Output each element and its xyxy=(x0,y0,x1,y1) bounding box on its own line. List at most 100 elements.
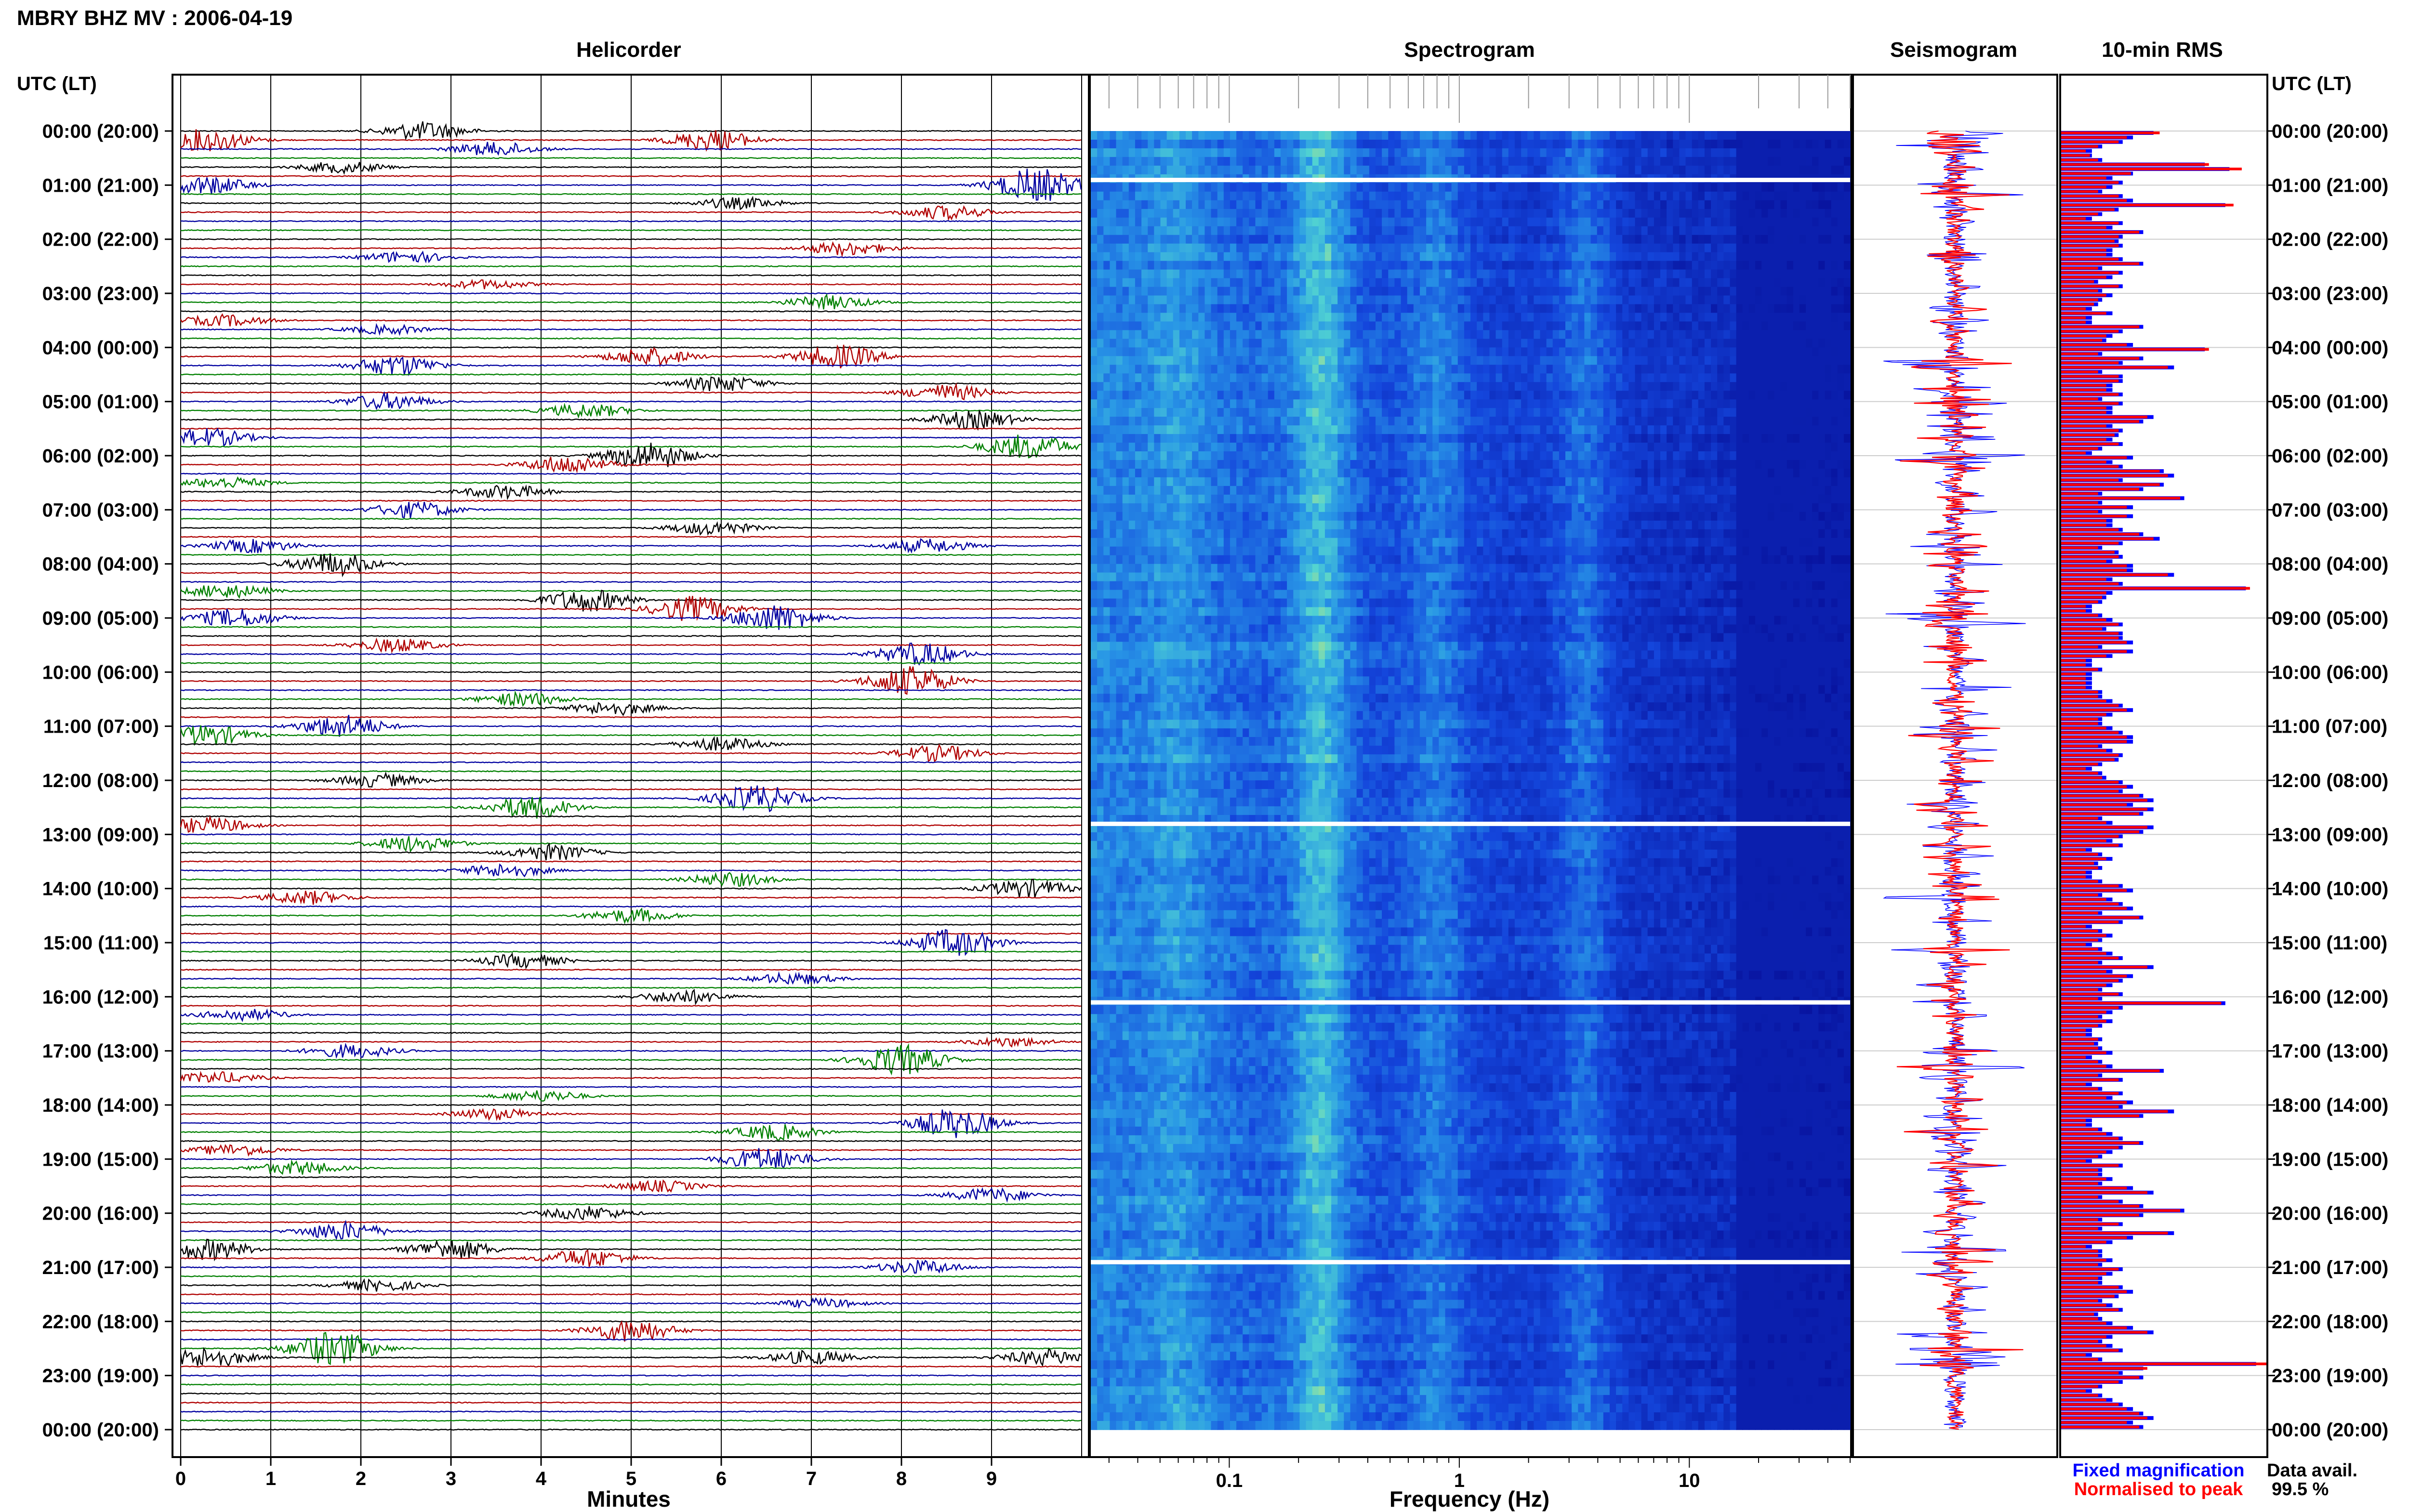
spectrogram-cell xyxy=(1363,183,1370,192)
spectrogram-cell xyxy=(1748,295,1756,305)
spectrogram-cell xyxy=(1736,434,1743,443)
spectrogram-cell xyxy=(1546,330,1553,340)
spectrogram-cell xyxy=(1730,443,1737,452)
spectrogram-cell xyxy=(1401,157,1408,166)
spectrogram-cell xyxy=(1692,183,1699,192)
spectrogram-cell xyxy=(1154,235,1161,244)
spectrogram-cell xyxy=(1622,287,1629,296)
spectrogram-cell xyxy=(1540,261,1547,270)
spectrogram-cell xyxy=(1419,443,1427,452)
spectrogram-cell xyxy=(1306,287,1313,296)
spectrogram-cell xyxy=(1445,408,1452,417)
spectrogram-cell xyxy=(1312,183,1319,192)
spectrogram-cell xyxy=(1597,226,1604,236)
spectrogram-cell xyxy=(1173,373,1180,383)
spectrogram-cell xyxy=(1293,200,1300,210)
spectrogram-cell xyxy=(1502,460,1509,469)
spectrogram-cell xyxy=(1717,217,1724,227)
spectrogram-cell xyxy=(1141,373,1148,383)
spectrogram-cell xyxy=(1223,365,1231,374)
spectrogram-cell xyxy=(1768,131,1775,140)
spectrogram-cell xyxy=(1616,434,1623,443)
spectrogram-cell xyxy=(1426,131,1433,140)
spectrogram-cell xyxy=(1135,391,1142,400)
spectrogram-cell xyxy=(1635,425,1642,434)
spectrogram-cell xyxy=(1825,365,1832,374)
spectrogram-cell xyxy=(1186,200,1192,210)
spectrogram-cell xyxy=(1312,269,1319,279)
spectrogram-cell xyxy=(1249,131,1256,140)
spectrogram-cell xyxy=(1091,460,1098,469)
spectrogram-cell xyxy=(1419,217,1427,227)
spectrogram-cell xyxy=(1223,183,1231,192)
spectrogram-cell xyxy=(1091,226,1098,236)
spectrogram-cell xyxy=(1723,399,1731,408)
spectrogram-cell xyxy=(1401,347,1408,357)
spectrogram-cell xyxy=(1154,425,1161,434)
spectrogram-cell xyxy=(1382,434,1389,443)
spectrogram-cell xyxy=(1299,356,1307,366)
spectrogram-cell xyxy=(1382,183,1389,192)
spectrogram-cell xyxy=(1356,356,1363,366)
spectrogram-cell xyxy=(1584,243,1591,253)
spectrogram-cell xyxy=(1128,373,1136,383)
spectrogram-cell xyxy=(1173,200,1180,210)
spectrogram-cell xyxy=(1407,183,1414,192)
spectrogram-cell xyxy=(1413,131,1420,140)
spectrogram-cell xyxy=(1654,434,1661,443)
spectrogram-cell xyxy=(1736,209,1743,218)
spectrogram-cell xyxy=(1198,469,1205,478)
spectrogram-cell xyxy=(1091,347,1098,357)
spectrogram-cell xyxy=(1667,183,1673,192)
spectrogram-cell xyxy=(1616,365,1623,374)
spectrogram-cell xyxy=(1679,365,1686,374)
spectrogram-cell xyxy=(1186,191,1192,201)
spectrogram-cell xyxy=(1603,365,1610,374)
spectrogram-cell xyxy=(1723,131,1731,140)
spectrogram-cell xyxy=(1806,148,1813,158)
spectrogram-cell xyxy=(1407,252,1414,262)
spectrogram-cell xyxy=(1426,252,1433,262)
spectrogram-cell xyxy=(1502,209,1509,218)
spectrogram-cell xyxy=(1249,269,1256,279)
spectrogram-cell xyxy=(1122,252,1129,262)
spectrogram-cell xyxy=(1590,217,1598,227)
spectrogram-cell xyxy=(1186,451,1192,460)
spectrogram-cell xyxy=(1609,148,1616,158)
spectrogram-cell xyxy=(1432,443,1440,452)
spectrogram-cell xyxy=(1192,391,1199,400)
spectrogram-cell xyxy=(1812,140,1819,149)
spectrogram-cell xyxy=(1243,200,1250,210)
spectrogram-cell xyxy=(1281,261,1287,270)
spectrogram-cell xyxy=(1432,261,1440,270)
spectrogram-cell xyxy=(1774,399,1781,408)
spectrogram-cell xyxy=(1470,443,1477,452)
spectrogram-cell xyxy=(1293,252,1300,262)
spectrogram-cell xyxy=(1369,140,1376,149)
spectrogram-cell xyxy=(1464,131,1471,140)
spectrogram-cell xyxy=(1578,425,1585,434)
spectrogram-cell xyxy=(1572,451,1578,460)
spectrogram-cell xyxy=(1831,252,1838,262)
spectrogram-cell xyxy=(1344,209,1351,218)
spectrogram-cell xyxy=(1211,278,1218,288)
spectrogram-cell xyxy=(1293,339,1300,348)
spectrogram-cell xyxy=(1622,217,1629,227)
spectrogram-cell xyxy=(1135,451,1142,460)
spectrogram-cell xyxy=(1552,365,1560,374)
spectrogram-cell xyxy=(1590,200,1598,210)
spectrogram-cell xyxy=(1647,451,1655,460)
spectrogram-cell xyxy=(1135,287,1142,296)
spectrogram-cell xyxy=(1730,356,1737,366)
spectrogram-cell xyxy=(1211,443,1218,452)
spectrogram-cell xyxy=(1521,217,1528,227)
helicorder-trace xyxy=(180,274,1082,276)
spectrogram-cell xyxy=(1274,209,1281,218)
spectrogram-cell xyxy=(1337,451,1345,460)
spectrogram-cell xyxy=(1641,347,1648,357)
spectrogram-cell xyxy=(1287,235,1294,244)
spectrogram-cell xyxy=(1223,391,1231,400)
spectrogram-cell xyxy=(1527,313,1535,322)
spectrogram-cell xyxy=(1654,269,1661,279)
spectrogram-cell xyxy=(1097,226,1104,236)
